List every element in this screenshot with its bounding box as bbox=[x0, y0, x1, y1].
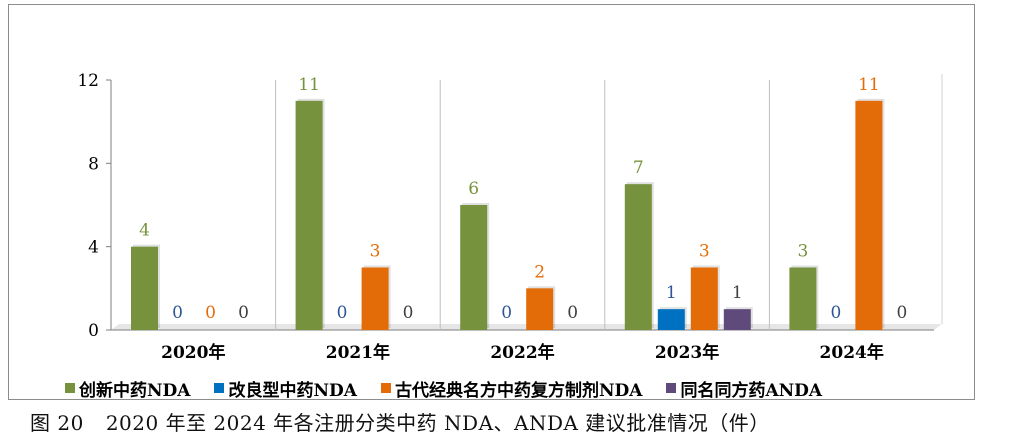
x-tick-label: 2024年 bbox=[820, 342, 884, 363]
data-label: 0 bbox=[238, 303, 249, 323]
bars bbox=[131, 98, 885, 330]
y-tick-label: 0 bbox=[88, 321, 99, 341]
data-label: 7 bbox=[633, 158, 644, 178]
bar bbox=[690, 267, 718, 330]
data-label: 3 bbox=[797, 242, 808, 262]
data-label: 1 bbox=[666, 283, 677, 303]
data-label: 0 bbox=[896, 303, 907, 323]
legend-item: 改良型中药NDA bbox=[214, 376, 357, 401]
legend-label: 创新中药NDA bbox=[79, 380, 191, 401]
bar bbox=[657, 309, 685, 330]
x-tick-label: 2020年 bbox=[161, 342, 225, 363]
figure-title: 2020 年至 2024 年各注册分类中药 NDA、ANDA 建议批准情况（件） bbox=[105, 411, 770, 435]
data-label: 4 bbox=[139, 221, 150, 241]
data-label: 0 bbox=[501, 303, 512, 323]
legend-item: 同名同方药ANDA bbox=[666, 376, 822, 401]
legend-swatch bbox=[380, 383, 391, 393]
legend-label: 古代经典名方中药复方制剂NDA bbox=[394, 380, 643, 401]
x-tick-label: 2021年 bbox=[326, 342, 390, 363]
legend-item: 创新中药NDA bbox=[65, 376, 190, 401]
data-label: 1 bbox=[732, 283, 743, 303]
bar bbox=[789, 267, 817, 330]
legend-swatch bbox=[65, 383, 75, 393]
y-tick-label: 4 bbox=[88, 238, 99, 258]
data-label: 0 bbox=[567, 303, 578, 323]
legend-label: 同名同方药ANDA bbox=[680, 380, 823, 401]
data-label: 0 bbox=[172, 303, 183, 323]
legend-swatch bbox=[214, 383, 225, 393]
legend: 创新中药NDA 改良型中药NDA 古代经典名方中药复方制剂NDA 同名同方药AN… bbox=[65, 376, 965, 401]
data-label: 0 bbox=[337, 303, 348, 323]
bar bbox=[361, 267, 389, 330]
legend-swatch bbox=[666, 383, 677, 393]
bar bbox=[624, 184, 652, 330]
bar bbox=[526, 288, 554, 330]
bar bbox=[855, 100, 883, 330]
x-tick-label: 2023年 bbox=[655, 342, 719, 363]
bar bbox=[723, 309, 751, 330]
data-labels: 4 11 6 7 3 0 0 0 1 0 0 3 2 3 11 0 0 0 1 0 bbox=[139, 75, 907, 323]
data-label: 0 bbox=[830, 303, 841, 323]
x-tick-label: 2022年 bbox=[490, 342, 554, 363]
y-tick-label: 8 bbox=[88, 154, 99, 174]
bar bbox=[460, 205, 488, 330]
y-tick-label: 12 bbox=[77, 71, 99, 91]
bar bbox=[295, 100, 323, 330]
data-label: 0 bbox=[403, 303, 414, 323]
figure-caption: 图 20 2020 年至 2024 年各注册分类中药 NDA、ANDA 建议批准情… bbox=[30, 407, 990, 436]
data-label: 11 bbox=[858, 75, 880, 95]
data-label: 0 bbox=[205, 303, 216, 323]
bar bbox=[131, 246, 158, 330]
data-label: 6 bbox=[468, 179, 479, 199]
chart-frame: 0 4 8 12 2020年 2021年 2022年 2023年 2024年 4 11 6 7 3 0 0 0… bbox=[8, 4, 975, 401]
data-label: 3 bbox=[370, 242, 381, 262]
data-label: 11 bbox=[298, 75, 320, 95]
figure-number: 图 20 bbox=[30, 411, 84, 435]
data-label: 3 bbox=[699, 242, 710, 262]
data-label: 2 bbox=[534, 262, 545, 282]
legend-item: 古代经典名方中药复方制剂NDA bbox=[380, 376, 643, 401]
legend-label: 改良型中药NDA bbox=[228, 380, 357, 401]
